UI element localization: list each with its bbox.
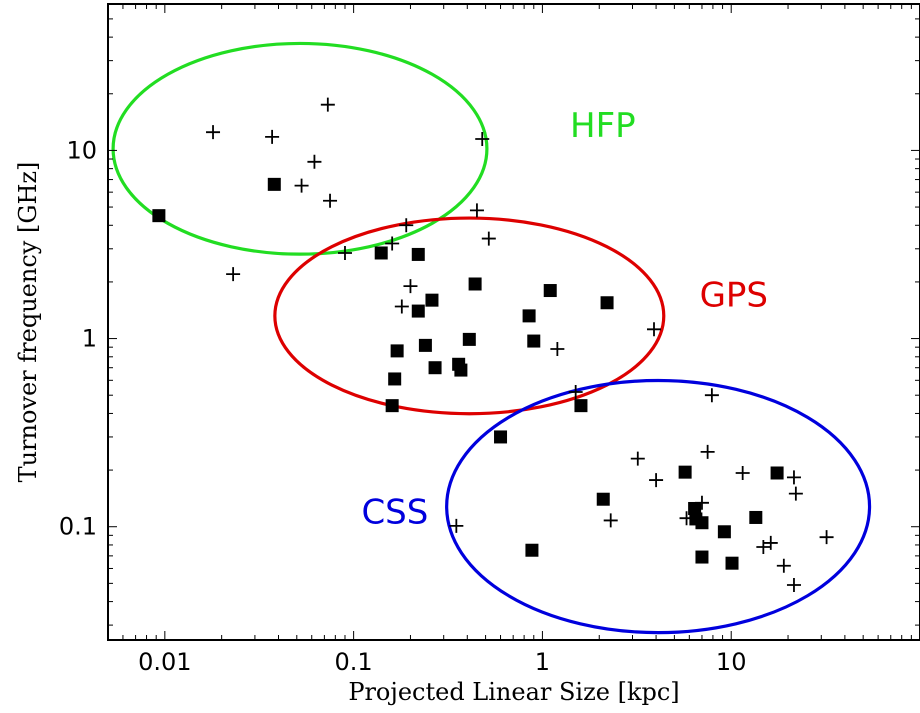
data-point-plus xyxy=(735,465,750,480)
data-point-square xyxy=(390,344,404,358)
data-point-square xyxy=(525,543,539,557)
data-point-square xyxy=(152,209,166,223)
data-point-square xyxy=(695,550,709,564)
data-point-square xyxy=(527,334,541,348)
data-point-plus xyxy=(788,486,803,501)
data-point-plus xyxy=(449,518,464,533)
data-point-plus xyxy=(776,558,791,573)
x-tick-label: 0.01 xyxy=(138,648,191,676)
data-point-square xyxy=(596,492,610,506)
data-point-plus xyxy=(265,129,280,144)
regions-layer xyxy=(111,41,872,635)
data-point-square xyxy=(428,361,442,375)
data-point-plus xyxy=(756,540,771,555)
x-tick-label: 1 xyxy=(535,648,550,676)
data-point-square xyxy=(725,556,739,570)
y-tick-label: 0.1 xyxy=(59,513,97,541)
data-point-square xyxy=(678,465,692,479)
data-point-square xyxy=(600,296,614,310)
data-point-square xyxy=(418,338,432,352)
data-point-plus xyxy=(337,245,352,260)
data-point-square xyxy=(454,363,468,377)
hfp-region-label: HFP xyxy=(570,106,636,146)
data-point-plus xyxy=(786,578,801,593)
data-point-square xyxy=(411,304,425,318)
data-point-square xyxy=(388,372,402,386)
data-point-plus xyxy=(323,193,338,208)
css-region-label: CSS xyxy=(361,493,428,533)
data-point-plus xyxy=(647,322,662,337)
data-point-plus xyxy=(206,125,221,140)
data-point-square xyxy=(717,525,731,539)
data-point-square xyxy=(770,466,784,480)
data-point-plus xyxy=(679,511,694,526)
data-point-square xyxy=(543,284,557,298)
data-point-square xyxy=(749,510,763,524)
data-point-plus xyxy=(568,385,583,400)
hfp-region-ellipse xyxy=(111,41,489,256)
gps-region-ellipse xyxy=(273,216,666,416)
data-point-square xyxy=(374,246,388,260)
data-point-plus xyxy=(307,154,322,169)
y-tick-label: 1 xyxy=(82,325,97,353)
x-tick-label: 0.1 xyxy=(335,648,373,676)
x-axis-title: Projected Linear Size [kpc] xyxy=(348,678,679,706)
data-point-plus xyxy=(694,495,709,510)
data-point-plus xyxy=(630,451,645,466)
data-point-plus xyxy=(819,530,834,545)
data-point-square xyxy=(267,177,281,191)
data-point-plus xyxy=(481,231,496,246)
data-point-square xyxy=(468,277,482,291)
points-layer xyxy=(152,97,834,593)
data-point-plus xyxy=(385,236,400,251)
plot-frame xyxy=(107,3,920,641)
data-point-plus xyxy=(320,97,335,112)
y-axis-title: Turnover frequency [GHz] xyxy=(14,162,42,483)
data-point-plus xyxy=(649,473,664,488)
css-region-ellipse xyxy=(445,378,872,635)
data-point-plus xyxy=(475,131,490,146)
data-point-square xyxy=(574,399,588,413)
ticks-layer: 0.01 0.1 1 10 0.1 1 10 xyxy=(59,3,920,676)
data-point-plus xyxy=(403,279,418,294)
data-point-square xyxy=(695,516,709,530)
x-tick-label: 10 xyxy=(716,648,747,676)
data-point-plus xyxy=(394,299,409,314)
data-point-plus xyxy=(704,388,719,403)
gps-region-label: GPS xyxy=(700,276,768,316)
data-point-square xyxy=(385,399,399,413)
data-point-square xyxy=(522,309,536,323)
data-point-plus xyxy=(469,203,484,218)
data-point-plus xyxy=(603,513,618,528)
data-point-plus xyxy=(763,535,778,550)
data-point-square xyxy=(462,332,476,346)
data-point-plus xyxy=(399,218,414,233)
data-point-square xyxy=(425,293,439,307)
data-point-plus xyxy=(294,178,309,193)
data-point-plus xyxy=(226,267,241,282)
region-labels-layer: HFP GPS CSS xyxy=(361,106,768,533)
data-point-plus xyxy=(700,444,715,459)
data-point-plus xyxy=(786,470,801,485)
data-point-square xyxy=(494,430,508,444)
data-point-square xyxy=(688,501,702,515)
data-point-plus xyxy=(550,342,565,357)
data-point-square xyxy=(411,247,425,261)
y-tick-label: 10 xyxy=(66,136,97,164)
